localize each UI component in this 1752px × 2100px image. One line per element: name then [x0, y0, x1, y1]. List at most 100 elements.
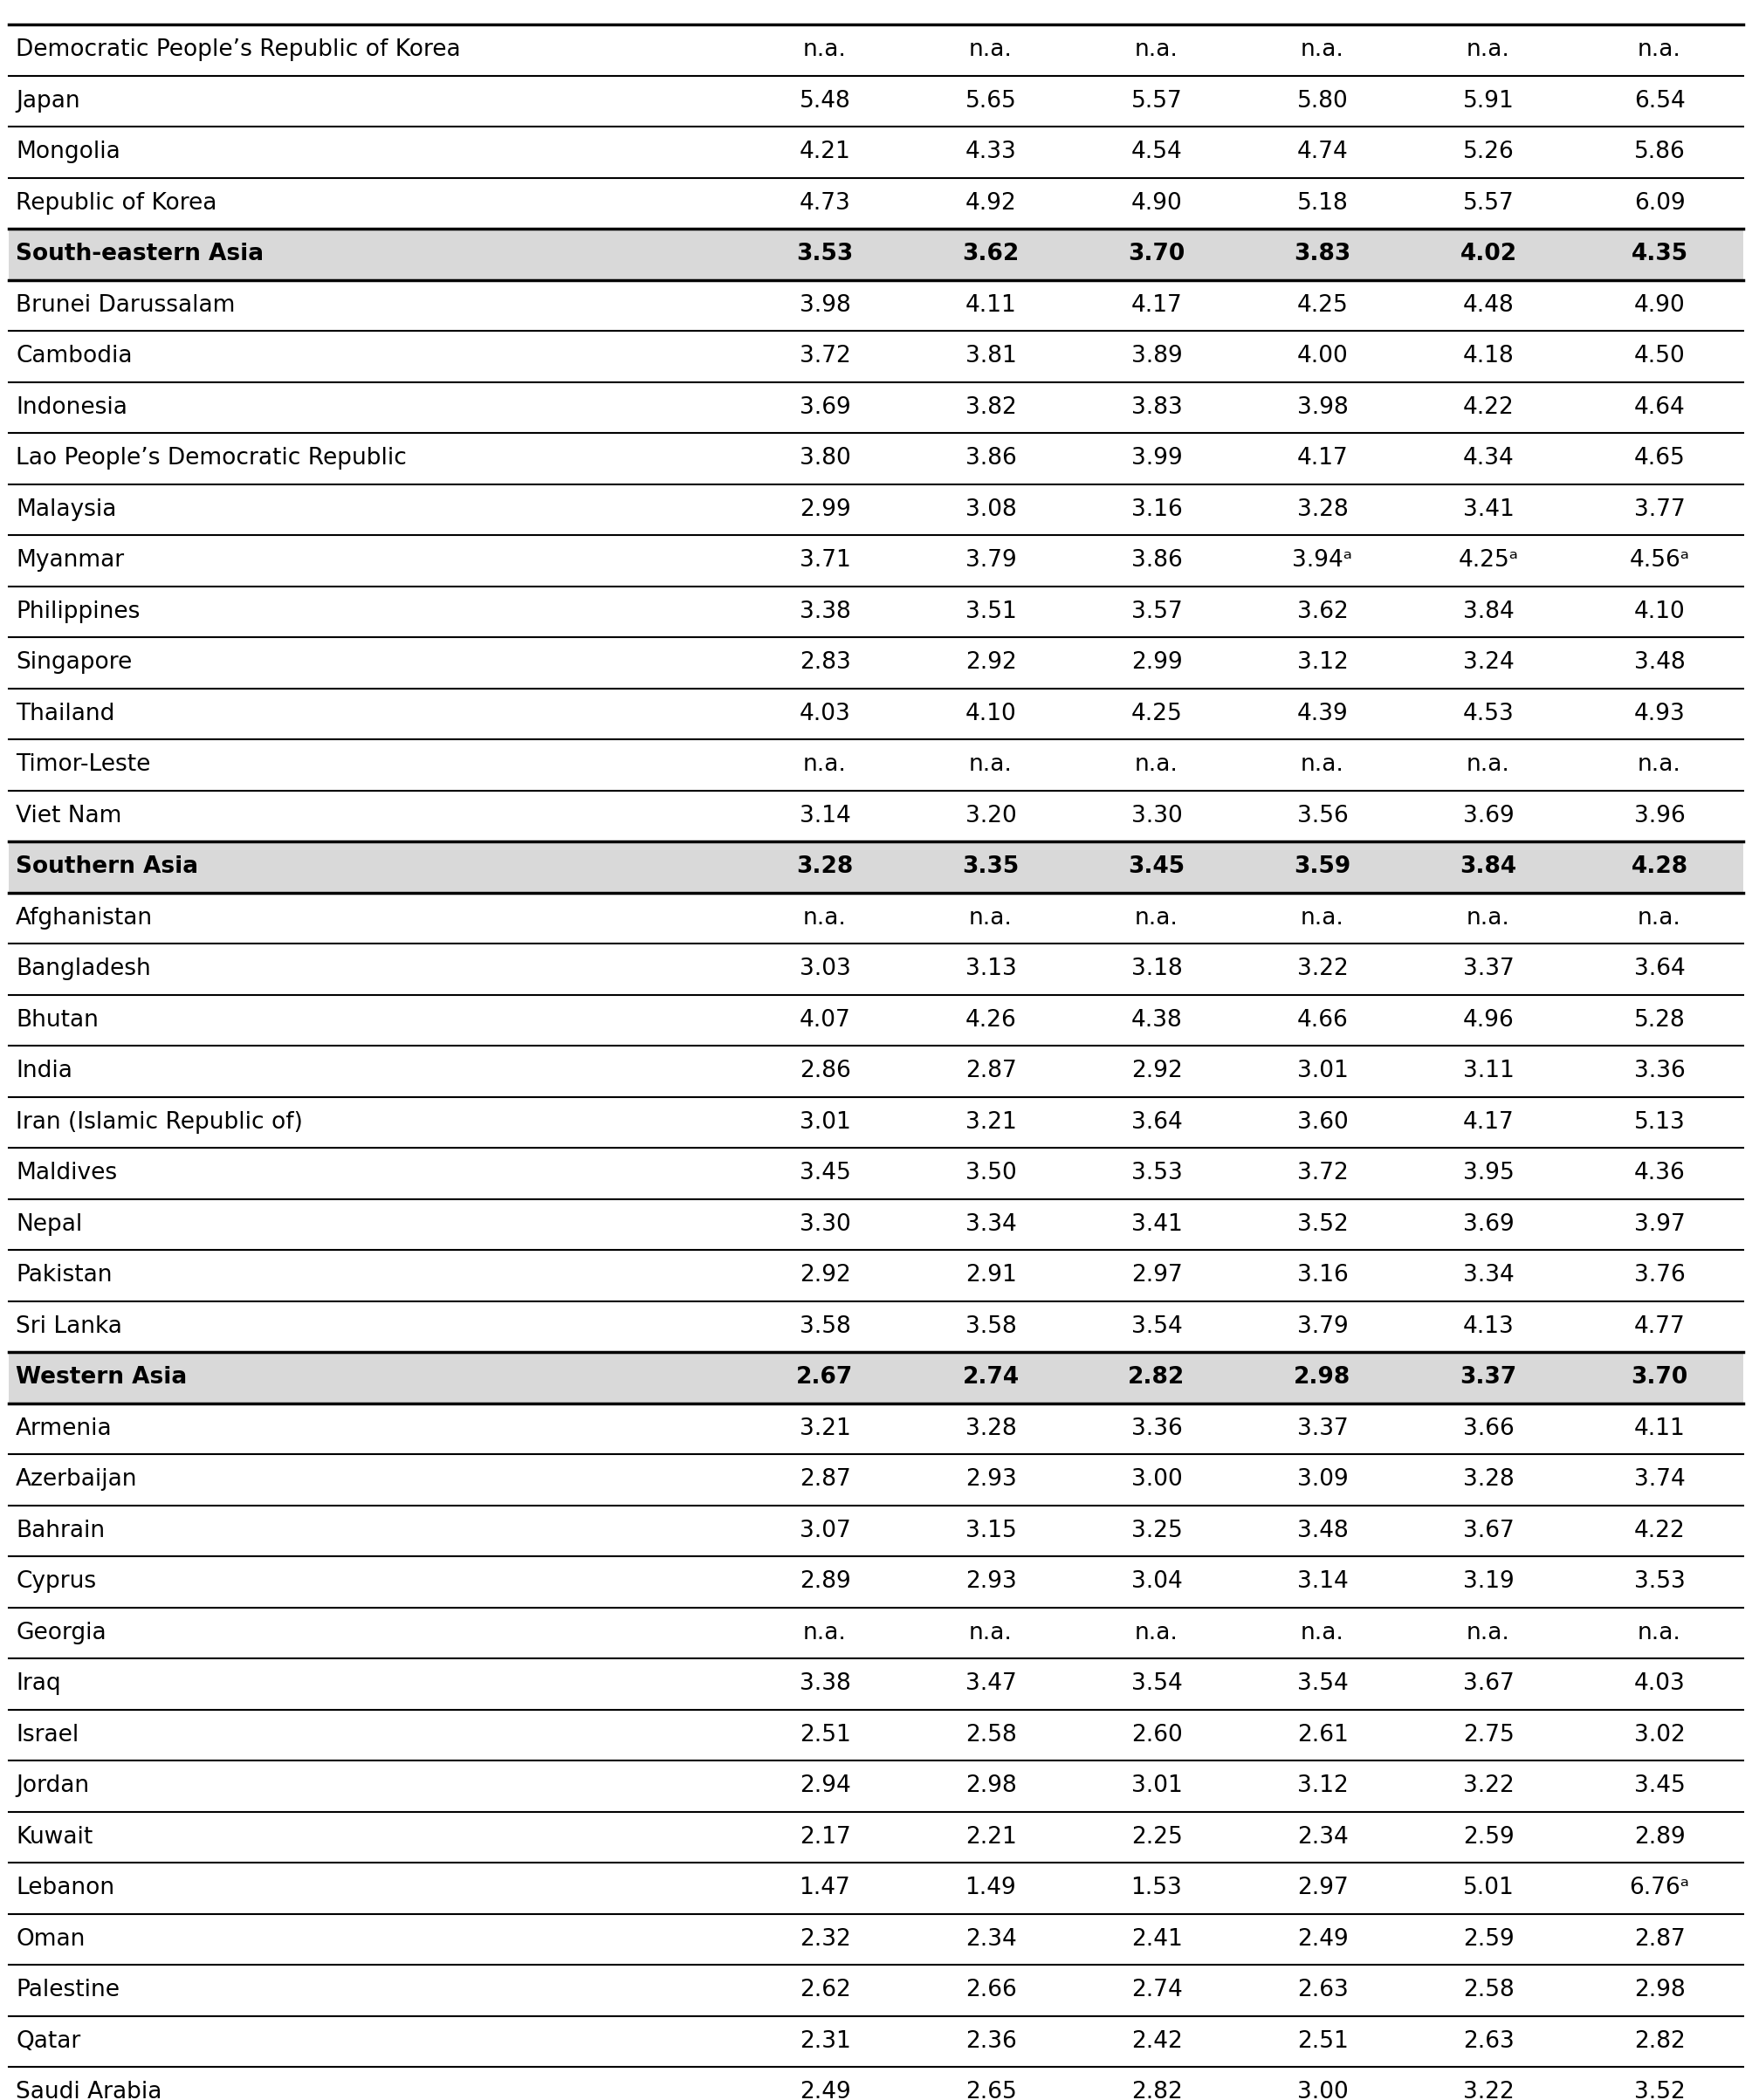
- Text: 3.69: 3.69: [1463, 804, 1514, 827]
- Text: 6.76ᵃ: 6.76ᵃ: [1629, 1877, 1689, 1900]
- Text: Qatar: Qatar: [16, 2031, 81, 2052]
- Text: Bhutan: Bhutan: [16, 1008, 98, 1031]
- Text: 2.99: 2.99: [1132, 651, 1183, 674]
- Text: 3.41: 3.41: [1132, 1214, 1183, 1235]
- Text: 2.34: 2.34: [1296, 1825, 1347, 1848]
- Text: 2.25: 2.25: [1132, 1825, 1183, 1848]
- Text: 3.74: 3.74: [1635, 1468, 1685, 1491]
- Text: 4.35: 4.35: [1631, 244, 1687, 265]
- Text: 3.08: 3.08: [965, 498, 1016, 521]
- Text: 2.42: 2.42: [1132, 2031, 1183, 2052]
- Text: 3.01: 3.01: [1132, 1774, 1183, 1798]
- Text: 3.70: 3.70: [1631, 1367, 1687, 1388]
- Text: 4.25: 4.25: [1132, 701, 1183, 724]
- Text: 3.53: 3.53: [1635, 1571, 1685, 1594]
- Text: 2.62: 2.62: [799, 1978, 850, 2001]
- Text: 3.76: 3.76: [1635, 1264, 1685, 1287]
- Text: 3.53: 3.53: [797, 244, 853, 265]
- Text: 4.38: 4.38: [1132, 1008, 1183, 1031]
- Text: Brunei Darussalam: Brunei Darussalam: [16, 294, 235, 317]
- Text: 3.82: 3.82: [965, 397, 1016, 418]
- Text: 4.56ᵃ: 4.56ᵃ: [1629, 550, 1689, 571]
- Text: 2.98: 2.98: [965, 1774, 1016, 1798]
- Text: 2.97: 2.97: [1132, 1264, 1183, 1287]
- Text: 3.18: 3.18: [1132, 958, 1183, 981]
- Bar: [9, 842, 1743, 892]
- Text: 5.86: 5.86: [1635, 141, 1685, 164]
- Text: 3.38: 3.38: [799, 601, 850, 624]
- Text: 3.38: 3.38: [799, 1672, 850, 1695]
- Text: Democratic People’s Republic of Korea: Democratic People’s Republic of Korea: [16, 38, 461, 61]
- Text: Cambodia: Cambodia: [16, 344, 131, 368]
- Text: 3.54: 3.54: [1132, 1315, 1183, 1338]
- Text: Republic of Korea: Republic of Korea: [16, 191, 217, 214]
- Text: 3.15: 3.15: [965, 1520, 1016, 1541]
- Text: 3.54: 3.54: [1296, 1672, 1347, 1695]
- Text: 2.82: 2.82: [1132, 2081, 1183, 2100]
- Text: 3.02: 3.02: [1635, 1724, 1685, 1747]
- Text: 3.16: 3.16: [1296, 1264, 1347, 1287]
- Text: n.a.: n.a.: [1300, 754, 1344, 777]
- Text: 6.09: 6.09: [1635, 191, 1685, 214]
- Text: 3.98: 3.98: [1296, 397, 1347, 418]
- Text: 2.63: 2.63: [1463, 2031, 1514, 2052]
- Text: 3.00: 3.00: [1296, 2081, 1347, 2100]
- Text: n.a.: n.a.: [969, 1621, 1013, 1644]
- Text: 3.79: 3.79: [965, 550, 1016, 571]
- Text: 3.16: 3.16: [1132, 498, 1183, 521]
- Text: 4.53: 4.53: [1463, 701, 1514, 724]
- Text: 4.90: 4.90: [1635, 294, 1685, 317]
- Text: 3.35: 3.35: [962, 855, 1020, 878]
- Text: 2.65: 2.65: [965, 2081, 1016, 2100]
- Text: 2.74: 2.74: [962, 1367, 1020, 1388]
- Text: 3.01: 3.01: [1296, 1060, 1347, 1082]
- Text: n.a.: n.a.: [1135, 38, 1179, 61]
- Text: n.a.: n.a.: [802, 754, 846, 777]
- Text: Mongolia: Mongolia: [16, 141, 121, 164]
- Text: 2.17: 2.17: [799, 1825, 850, 1848]
- Text: 4.77: 4.77: [1635, 1315, 1685, 1338]
- Text: 4.03: 4.03: [799, 701, 850, 724]
- Text: 4.25: 4.25: [1296, 294, 1347, 317]
- Text: 3.09: 3.09: [1296, 1468, 1347, 1491]
- Text: Sri Lanka: Sri Lanka: [16, 1315, 123, 1338]
- Text: 4.74: 4.74: [1296, 141, 1347, 164]
- Text: Azerbaijan: Azerbaijan: [16, 1468, 137, 1491]
- Text: 2.99: 2.99: [799, 498, 850, 521]
- Text: Philippines: Philippines: [16, 601, 140, 624]
- Text: 2.67: 2.67: [797, 1367, 853, 1388]
- Text: 3.28: 3.28: [1296, 498, 1347, 521]
- Text: 3.47: 3.47: [965, 1672, 1016, 1695]
- Text: 5.48: 5.48: [799, 90, 850, 113]
- Text: 3.45: 3.45: [1128, 855, 1184, 878]
- Text: 2.87: 2.87: [1635, 1928, 1685, 1951]
- Text: 2.60: 2.60: [1132, 1724, 1183, 1747]
- Text: 4.96: 4.96: [1463, 1008, 1514, 1031]
- Text: Jordan: Jordan: [16, 1774, 89, 1798]
- Text: 2.89: 2.89: [799, 1571, 850, 1594]
- Text: Thailand: Thailand: [16, 701, 114, 724]
- Text: 4.21: 4.21: [799, 141, 850, 164]
- Text: 2.94: 2.94: [799, 1774, 850, 1798]
- Bar: [9, 229, 1743, 279]
- Text: 3.52: 3.52: [1296, 1214, 1347, 1235]
- Text: 3.66: 3.66: [1463, 1418, 1514, 1441]
- Text: 4.10: 4.10: [965, 701, 1016, 724]
- Text: Armenia: Armenia: [16, 1418, 112, 1441]
- Text: 5.80: 5.80: [1296, 90, 1347, 113]
- Text: South-eastern Asia: South-eastern Asia: [16, 244, 265, 265]
- Text: 3.37: 3.37: [1463, 958, 1514, 981]
- Text: n.a.: n.a.: [1638, 1621, 1682, 1644]
- Text: n.a.: n.a.: [969, 754, 1013, 777]
- Text: 3.45: 3.45: [1635, 1774, 1685, 1798]
- Text: 3.71: 3.71: [799, 550, 850, 571]
- Text: Maldives: Maldives: [16, 1161, 117, 1184]
- Text: 3.86: 3.86: [965, 447, 1016, 470]
- Text: Bangladesh: Bangladesh: [16, 958, 151, 981]
- Text: 4.90: 4.90: [1132, 191, 1183, 214]
- Text: n.a.: n.a.: [1638, 754, 1682, 777]
- Text: 3.28: 3.28: [797, 855, 853, 878]
- Text: 3.51: 3.51: [965, 601, 1016, 624]
- Text: 3.69: 3.69: [1463, 1214, 1514, 1235]
- Text: 3.25: 3.25: [1132, 1520, 1183, 1541]
